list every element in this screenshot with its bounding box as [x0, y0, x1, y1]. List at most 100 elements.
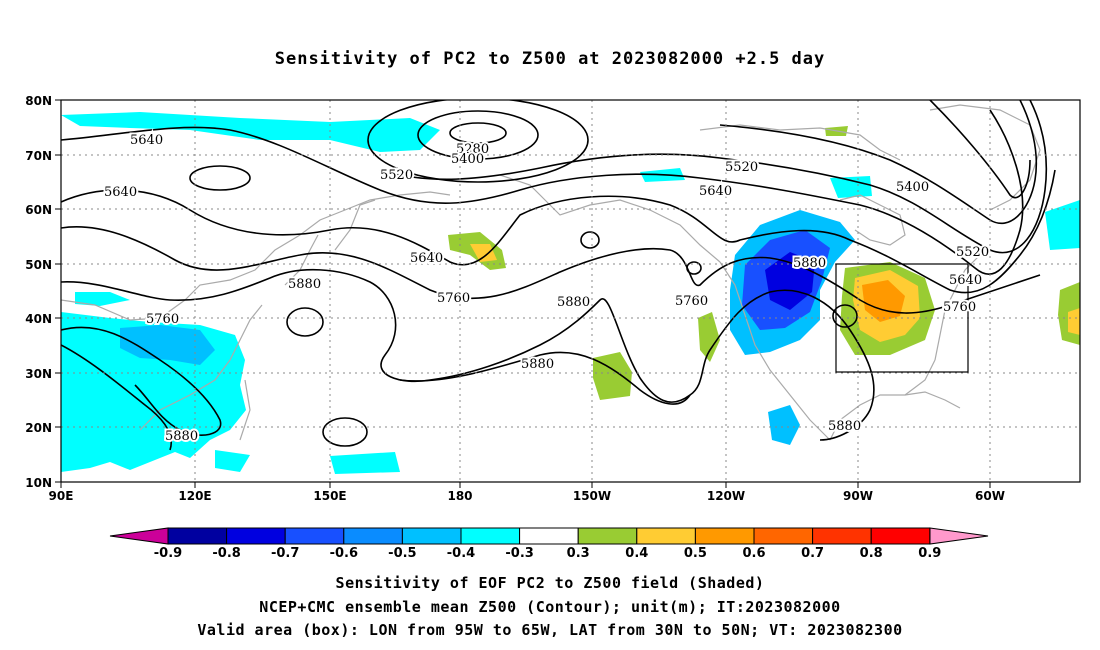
lon-label: 150E: [313, 489, 346, 503]
shade-greenland-cyan: [1045, 200, 1080, 250]
map-plot-area: 5640 5280 5400 5520 5640 5520 5640 5400 …: [61, 100, 1080, 482]
colorbar-tick-label: 0.7: [801, 546, 824, 561]
coast-gulf: [829, 359, 936, 441]
colorbar-tick-label: 0.9: [918, 546, 941, 561]
shade-asia-light-blue: [120, 325, 215, 365]
shade-dateline-yellow: [470, 244, 497, 262]
chart-title: Sensitivity of PC2 to Z500 at 2023082000…: [274, 49, 826, 69]
shade-pacific-green: [593, 352, 632, 400]
contour-label: 5880: [521, 357, 554, 372]
coast-philippines: [239, 379, 251, 441]
lat-label: 50N: [25, 258, 52, 272]
coast-japan: [284, 234, 319, 286]
contour-label: 5520: [956, 245, 989, 260]
colorbar-swatch: [812, 527, 872, 545]
lon-label: 120W: [707, 489, 745, 503]
colorbar-swatch: [636, 527, 696, 545]
contour-label: 5880: [165, 429, 198, 444]
shade-pacific-green2: [698, 312, 720, 362]
colorbar-tick-label: 0.4: [625, 546, 648, 561]
lon-label: 180: [447, 489, 472, 503]
colorbar-tick-label: 0.6: [742, 546, 765, 561]
lat-label: 40N: [25, 312, 52, 326]
coast-cuba: [904, 391, 961, 409]
contour-5760-southwest: [61, 326, 222, 436]
colorbar-tick-label: -0.4: [447, 546, 475, 561]
contour-5760-mid: [61, 226, 1041, 314]
colorbar-tick-label: -0.7: [271, 546, 299, 561]
coast-alaska: [499, 174, 721, 263]
contour-label: 5520: [380, 168, 413, 183]
axis-ticks: [55, 99, 991, 488]
lat-label: 20N: [25, 421, 52, 435]
caption-line-1: Sensitivity of EOF PC2 to Z500 field (Sh…: [335, 574, 765, 592]
lon-label: 120E: [178, 489, 211, 503]
colorbar-tick-label: -0.5: [388, 546, 416, 561]
contour-labels: 5640 5280 5400 5520 5640 5520 5640 5400 …: [102, 131, 991, 446]
lat-label: 30N: [25, 367, 52, 381]
shade-arctic-cyan3: [830, 176, 872, 198]
contour-label: 5760: [146, 312, 179, 327]
shade-asia-cyan3: [215, 450, 250, 472]
contour-5880-high-us: [832, 304, 858, 328]
coast-hudson: [839, 194, 906, 246]
colorbar-swatch: [284, 527, 345, 545]
coast-kamchatka: [334, 199, 376, 251]
contour-label: 5640: [949, 273, 982, 288]
contour-label: 5760: [437, 291, 470, 306]
contour-5520-north: [379, 100, 1048, 254]
coast-arctic-canada: [699, 124, 901, 161]
contour-label: 5400: [896, 180, 929, 195]
contour-label: 5880: [288, 277, 321, 292]
latitude-labels: 80N 70N 60N 50N 40N 30N 20N 10N: [25, 94, 52, 490]
colorbar-tick-label: -0.6: [330, 546, 358, 561]
colorbar-swatch: [167, 527, 228, 545]
coast-china-south: [139, 304, 263, 431]
contour-label-5880-gulf: 5880: [828, 419, 861, 434]
contour-label: 5760: [943, 300, 976, 315]
colorbar-swatch: [870, 527, 931, 545]
contour-label: 5640: [410, 251, 443, 266]
colorbar-swatch: [694, 527, 755, 545]
z500-contours: [61, 100, 1056, 451]
contour-label: 5400: [451, 152, 484, 167]
shade-mexico-cyan: [768, 405, 800, 445]
contour-label: 5640: [699, 184, 732, 199]
lat-label: 10N: [25, 476, 52, 490]
map-frame: [60, 99, 1081, 483]
lon-label: 60W: [975, 489, 1005, 503]
contour-label: 5760: [675, 294, 708, 309]
colorbar-under-triangle: [109, 527, 169, 545]
contour-5400-low: [417, 110, 539, 160]
contour-circle-bc: [580, 231, 600, 249]
colorbar-swatch: [401, 527, 462, 545]
lon-label: 150W: [573, 489, 611, 503]
colorbar-tick-label: -0.8: [212, 546, 240, 561]
colorbar-swatch: [343, 527, 403, 545]
lon-label: 90W: [843, 489, 873, 503]
colorbar-tick-label: 0.5: [684, 546, 707, 561]
contour-5280-arctic: [929, 100, 1031, 199]
shade-asia-cyan2: [75, 292, 130, 306]
colorbar-swatch: [519, 527, 579, 545]
shade-arctic-cyan: [61, 112, 440, 152]
contour-5640-north: [61, 109, 1024, 275]
colorbar-tick-label: 0.8: [860, 546, 883, 561]
valid-area-box: [835, 263, 969, 373]
lat-label: 70N: [25, 149, 52, 163]
coast-na-west: [719, 261, 831, 441]
lat-label: 60N: [25, 203, 52, 217]
colorbar-swatch: [226, 527, 286, 545]
contour-label: 5640: [104, 185, 137, 200]
contour-label: 5280: [456, 142, 489, 157]
colorbar: -0.9 -0.8 -0.7 -0.6 -0.5 -0.4 -0.3 0.3 0.4 0.5 0.6…: [109, 527, 989, 561]
graticule: [61, 100, 1080, 482]
colorbar-swatch: [460, 527, 521, 545]
contour-5880-high-asia: [286, 307, 324, 337]
lon-label: 90E: [49, 489, 74, 503]
coast-east-asia: [61, 191, 451, 321]
contour-label: 5880: [793, 256, 826, 271]
colorbar-swatch: [577, 527, 638, 545]
contour-5400-north: [719, 100, 1038, 225]
